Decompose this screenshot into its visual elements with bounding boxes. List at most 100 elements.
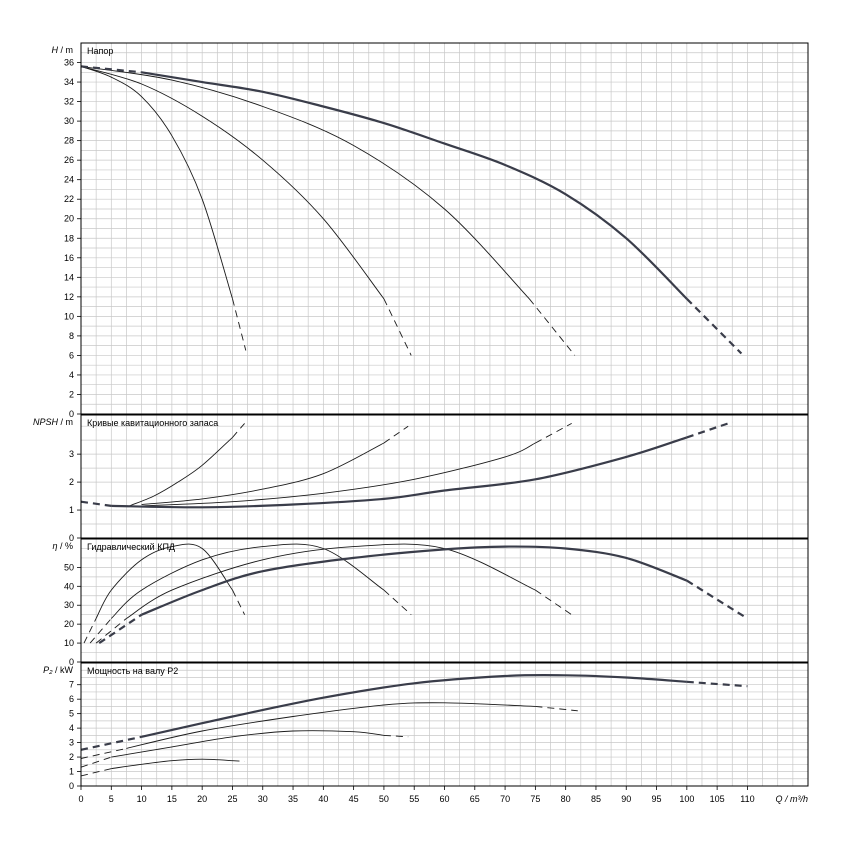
efficiency-series-1-curve bbox=[95, 543, 233, 619]
x-tick-label: 25 bbox=[227, 794, 237, 804]
x-tick-label: 105 bbox=[710, 794, 725, 804]
efficiency-y-tick-label: 30 bbox=[64, 600, 74, 610]
x-tick-label: 20 bbox=[197, 794, 207, 804]
efficiency-series-1-dashed-extension bbox=[232, 589, 246, 615]
frame-layer bbox=[77, 42, 809, 790]
efficiency-panel-frame bbox=[80, 538, 809, 663]
power-series-4-dashed-extension bbox=[80, 735, 142, 751]
head-y-tick-label: 20 bbox=[64, 214, 74, 224]
npsh-series-2-dashed-extension bbox=[383, 425, 409, 444]
power-y-tick-label: 0 bbox=[69, 781, 74, 791]
x-axis-label: Q / m³/h bbox=[775, 794, 808, 804]
head-panel-frame bbox=[80, 42, 809, 415]
head-y-tick-label: 32 bbox=[64, 97, 74, 107]
npsh-series-1-dashed-extension bbox=[232, 423, 245, 438]
efficiency-series-3-dashed-extension bbox=[535, 589, 572, 616]
x-tick-label: 100 bbox=[679, 794, 694, 804]
head-y-tick-label: 22 bbox=[64, 194, 74, 204]
x-tick-label: 70 bbox=[500, 794, 510, 804]
head-series-3-dashed-extension bbox=[528, 298, 576, 356]
efficiency-series-2-dashed-extension bbox=[89, 618, 112, 644]
power-series-4-dashed-extension bbox=[686, 680, 748, 688]
efficiency-series-2-dashed-extension bbox=[383, 589, 412, 616]
power-series-1-curve bbox=[111, 758, 233, 770]
power-series-2-dashed-extension bbox=[80, 756, 112, 768]
power-series-3-curve bbox=[126, 702, 536, 749]
x-tick-label: 15 bbox=[167, 794, 177, 804]
efficiency-y-tick-label: 40 bbox=[64, 581, 74, 591]
npsh-series-4-dashed-extension bbox=[80, 500, 112, 507]
power-series-1-dashed-extension bbox=[232, 760, 245, 762]
x-tick-label: 65 bbox=[470, 794, 480, 804]
head-y-tick-label: 4 bbox=[69, 370, 74, 380]
head-y-tick-label: 8 bbox=[69, 331, 74, 341]
power-y-tick-label: 5 bbox=[69, 709, 74, 719]
npsh-panel-frame bbox=[80, 414, 809, 539]
x-tick-label: 45 bbox=[349, 794, 359, 804]
x-tick-label: 50 bbox=[379, 794, 389, 804]
head-y-tick-label: 24 bbox=[64, 175, 74, 185]
efficiency-series-4-dashed-extension bbox=[98, 613, 143, 645]
npsh-series-3-dashed-extension bbox=[535, 423, 572, 444]
x-tick-label: 5 bbox=[109, 794, 114, 804]
power-y-tick-label: 7 bbox=[69, 680, 74, 690]
x-tick-label: 10 bbox=[137, 794, 147, 804]
power-series-3-dashed-extension bbox=[535, 705, 578, 712]
power-series-2-dashed-extension bbox=[383, 734, 409, 738]
efficiency-series-4-curve bbox=[141, 545, 688, 616]
npsh-y-tick-label: 0 bbox=[69, 533, 74, 543]
efficiency-y-tick-label: 0 bbox=[69, 657, 74, 667]
x-tick-label: 55 bbox=[409, 794, 419, 804]
npsh-panel-title: Кривые кавитационного запаса bbox=[87, 418, 218, 428]
x-tick-label: 40 bbox=[318, 794, 328, 804]
x-tick-label: 35 bbox=[288, 794, 298, 804]
head-series-2-dashed-extension bbox=[383, 298, 412, 356]
efficiency-y-axis-label: η / % bbox=[52, 541, 73, 551]
efficiency-y-tick-label: 10 bbox=[64, 638, 74, 648]
efficiency-series-1-dashed-extension bbox=[83, 618, 97, 644]
x-tick-label: 30 bbox=[258, 794, 268, 804]
head-y-axis-label: H / m bbox=[52, 45, 74, 55]
head-y-tick-label: 16 bbox=[64, 253, 74, 263]
x-tick-label: 80 bbox=[561, 794, 571, 804]
power-y-tick-label: 2 bbox=[69, 752, 74, 762]
head-series-4-curve bbox=[141, 71, 688, 300]
head-y-tick-label: 10 bbox=[64, 311, 74, 321]
head-y-tick-label: 14 bbox=[64, 272, 74, 282]
npsh-series-4-curve bbox=[111, 436, 688, 509]
power-series-4-curve bbox=[141, 673, 687, 738]
npsh-y-tick-label: 1 bbox=[69, 505, 74, 515]
head-y-tick-label: 12 bbox=[64, 292, 74, 302]
npsh-y-tick-label: 2 bbox=[69, 477, 74, 487]
head-panel-title: Напор bbox=[87, 46, 113, 56]
npsh-y-axis-label: NPSH / m bbox=[33, 417, 73, 427]
npsh-series-2-curve bbox=[141, 442, 385, 505]
x-tick-label: 0 bbox=[78, 794, 83, 804]
power-y-tick-label: 3 bbox=[69, 738, 74, 748]
head-y-tick-label: 18 bbox=[64, 233, 74, 243]
power-series-2-curve bbox=[111, 730, 384, 758]
efficiency-y-tick-label: 20 bbox=[64, 619, 74, 629]
efficiency-series-3-dashed-extension bbox=[95, 618, 127, 644]
power-series-1-dashed-extension bbox=[80, 768, 112, 777]
power-y-tick-label: 1 bbox=[69, 767, 74, 777]
x-tick-label: 60 bbox=[439, 794, 449, 804]
head-y-tick-label: 34 bbox=[64, 77, 74, 87]
curves-layer bbox=[80, 65, 748, 777]
head-series-1-dashed-extension bbox=[232, 298, 247, 351]
x-tick-label: 95 bbox=[652, 794, 662, 804]
efficiency-panel-title: Гидравлический КПД bbox=[87, 542, 175, 552]
power-panel-title: Мощность на валу P2 bbox=[87, 666, 178, 676]
head-y-tick-label: 30 bbox=[64, 116, 74, 126]
head-series-4-dashed-extension bbox=[686, 298, 743, 355]
head-series-4-dashed-extension bbox=[80, 65, 142, 74]
x-tick-label: 85 bbox=[591, 794, 601, 804]
npsh-series-3-curve bbox=[141, 442, 536, 507]
head-y-tick-label: 26 bbox=[64, 155, 74, 165]
efficiency-y-tick-label: 50 bbox=[64, 562, 74, 572]
power-y-tick-label: 4 bbox=[69, 723, 74, 733]
npsh-series-1-curve bbox=[129, 437, 233, 507]
x-tick-label: 90 bbox=[621, 794, 631, 804]
head-y-tick-label: 2 bbox=[69, 389, 74, 399]
